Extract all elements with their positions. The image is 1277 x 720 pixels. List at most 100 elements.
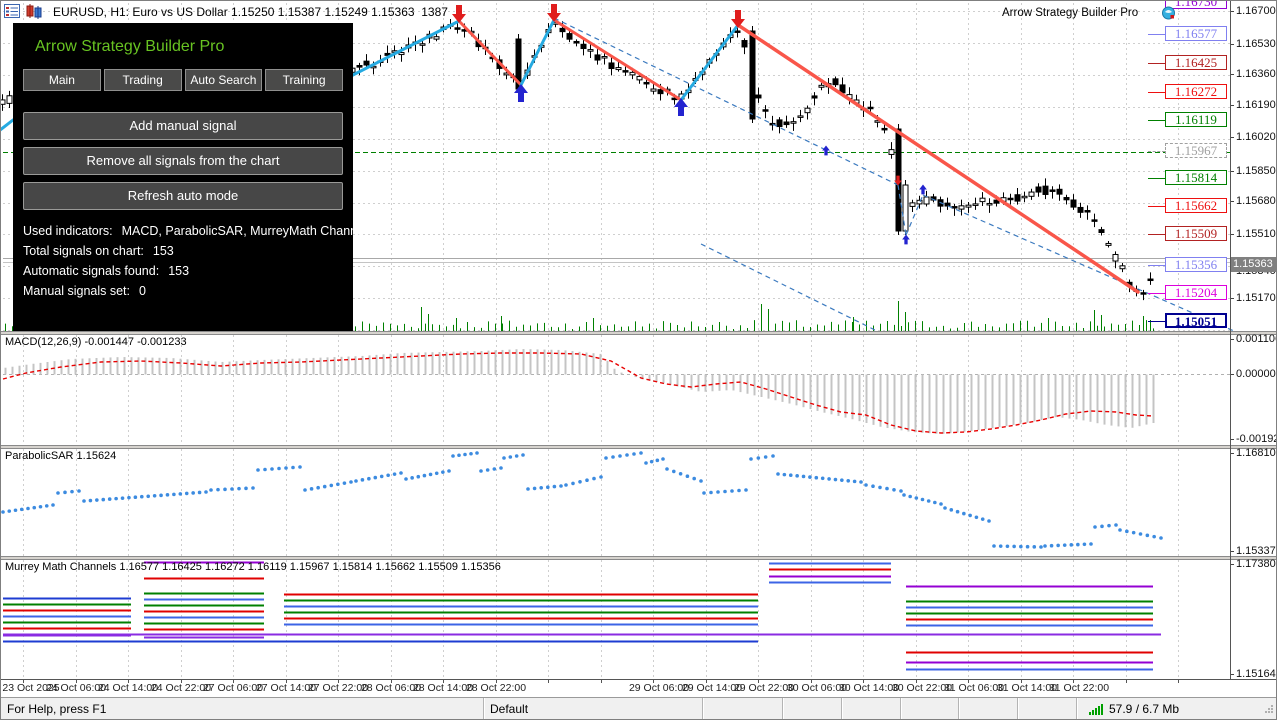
ea-info-row: Automatic signals found: 153 [23,264,190,278]
murrey-level-label: 1.15509 [1165,226,1227,241]
murrey-level-stub [1148,34,1165,35]
status-cell [959,698,1018,719]
connection-status: 57.9 / 6.7 Mb [1077,698,1276,719]
time-axis-label: 24 Oct 06:00 [45,682,107,694]
time-axis-label: 24 Oct 22:00 [150,682,212,694]
time-axis-label: 29 Oct 22:00 [733,682,795,694]
murrey-level-stub [1148,293,1165,294]
time-axis-label: 30 Oct 06:00 [786,682,848,694]
murrey-level-label: 1.15967 [1165,143,1227,158]
time-axis-label: 30 Oct 14:00 [838,682,900,694]
symbol-ohlc-text: EURUSD, H1: Euro vs US Dollar 1.15250 1.… [53,4,448,19]
murrey-level-stub [1148,120,1165,121]
scale-tick-label: 1.16700 [1231,5,1276,17]
ea-title-overlay: Arrow Strategy Builder Pro [1002,5,1176,20]
time-axis-label: 23 Oct 2025 [2,682,60,694]
time-axis-label: 28 Oct 14:00 [412,682,474,694]
status-bar: For Help, press F1 Default 57.9 / 6.7 Mb [1,697,1276,719]
traffic-text: 57.9 / 6.7 Mb [1109,701,1180,716]
murrey-level-label: 1.16730 [1165,1,1227,9]
scale-tick-label: -0.001928 [1231,432,1276,446]
ea-panel: Arrow Strategy Builder Pro Main Trading Au… [13,23,367,331]
scale-tick-label: 1.15170 [1231,292,1276,304]
ea-panel-title: Arrow Strategy Builder Pro [35,38,225,55]
murrey-level-label: 1.16577 [1165,26,1227,41]
status-help-text: For Help, press F1 [1,698,484,719]
ea-name-text: Arrow Strategy Builder Pro [1002,6,1139,19]
murrey-level-label: 1.16119 [1165,112,1227,127]
ea-info: Used indicators: MACD, ParabolicSAR, Murr… [23,221,367,301]
ea-tab-training[interactable]: Training [265,69,343,91]
ea-info-row: Used indicators: MACD, ParabolicSAR, Murr… [23,224,367,238]
ea-smiley-icon[interactable] [1142,5,1176,20]
status-cell [1018,698,1077,719]
murrey-level-stub [1148,63,1165,64]
scale-tick-label: 0.001106 [1230,332,1276,346]
murrey-level-label: 1.15814 [1165,170,1227,185]
time-axis[interactable]: 23 Oct 2025 24 Oct 06:00 24 Oct 14:00 24 Oc… [1,680,1230,698]
time-axis-label: 29 Oct 06:00 [628,682,690,694]
time-axis-label: 27 Oct 22:00 [307,682,369,694]
murrey-level-stub [1148,92,1165,93]
profile-selector[interactable]: Default [484,698,703,719]
scale-tick-label: 1.15510 [1231,228,1276,240]
murrey-level-label: 1.15204 [1165,285,1227,300]
ea-button-remove-all-signals-from-the-chart[interactable]: Remove all signals from the chart [23,147,343,175]
status-cell [842,698,901,719]
time-axis-label: 28 Oct 22:00 [465,682,527,694]
ea-buttons: Add manual signal Remove all signals from… [23,112,343,210]
murrey-level-label: 1.16425 [1165,55,1227,70]
symbol-chart-icon[interactable] [26,4,43,19]
ea-tab-trading[interactable]: Trading [103,69,182,91]
murrey-level-stub [1148,321,1165,322]
time-axis-label: 31 Oct 14:00 [996,682,1058,694]
murrey-level-stub [1148,178,1165,179]
ea-tab-auto-search[interactable]: Auto Search [184,69,263,91]
time-axis-label: 27 Oct 14:00 [255,682,317,694]
time-axis-label: 27 Oct 06:00 [202,682,264,694]
resize-grip-icon[interactable] [1264,703,1274,717]
price-scale[interactable]: 1.16700 1.16530 1.16360 1.16190 1.16020 1.158… [1230,1,1276,680]
scale-tick-label: 0.000000 [1231,367,1276,381]
scale-tick-label: 1.16190 [1231,99,1276,111]
scale-tick-label: 1.15164 [1231,668,1276,680]
scale-tick-label: 1.15850 [1231,165,1276,177]
ea-button-add-manual-signal[interactable]: Add manual signal [23,112,343,140]
status-cell [703,698,783,719]
murrey-level-label: 1.15051 [1165,313,1227,328]
status-cell [901,698,959,719]
murrey-level-stub [1148,151,1165,152]
parabolic-sar-label: ParabolicSAR 1.15624 [5,450,117,462]
time-axis-label: 31 Oct 06:00 [943,682,1005,694]
scale-tick-label: 1.16810 [1231,447,1276,459]
macd-label: MACD(12,26,9) -0.001447 -0.001233 [5,336,187,348]
scale-tick-label: 1.17380 [1231,558,1276,570]
scale-tick-label: 1.15337 [1231,545,1276,557]
ea-tabs: Main Trading Auto Search Training [23,69,343,91]
chart-header: EURUSD, H1: Euro vs US Dollar 1.15250 1.… [4,4,448,19]
time-axis-label: 31 Oct 22:00 [1048,682,1110,694]
status-cell [783,698,842,719]
current-price-badge: 1.15363 [1231,257,1276,272]
murrey-level-stub [1148,234,1165,235]
ea-info-row: Manual signals set: 0 [23,284,146,298]
scale-tick-label: 1.15680 [1231,195,1276,207]
murrey-level-stub [1148,206,1165,207]
ea-button-refresh-auto-mode[interactable]: Refresh auto mode [23,182,343,210]
time-axis-label: 29 Oct 14:00 [681,682,743,694]
scale-tick-label: 1.16360 [1231,68,1276,80]
time-axis-label: 24 Oct 14:00 [97,682,159,694]
market-depth-icon[interactable] [4,4,20,19]
murrey-math-label: Murrey Math Channels 1.16577 1.16425 1.1… [5,561,501,573]
ea-info-row: Total signals on chart: 153 [23,244,174,258]
time-axis-label: 30 Oct 22:00 [891,682,953,694]
murrey-level-stub [1148,265,1165,266]
murrey-level-label: 1.16272 [1165,84,1227,99]
scale-tick-label: 1.16020 [1231,131,1276,143]
time-axis-label: 28 Oct 06:00 [360,682,422,694]
scale-tick-label: 1.16530 [1231,38,1276,50]
ea-tab-main[interactable]: Main [23,69,101,91]
signal-bars-icon [1089,703,1104,715]
murrey-level-label: 1.15356 [1165,257,1227,272]
